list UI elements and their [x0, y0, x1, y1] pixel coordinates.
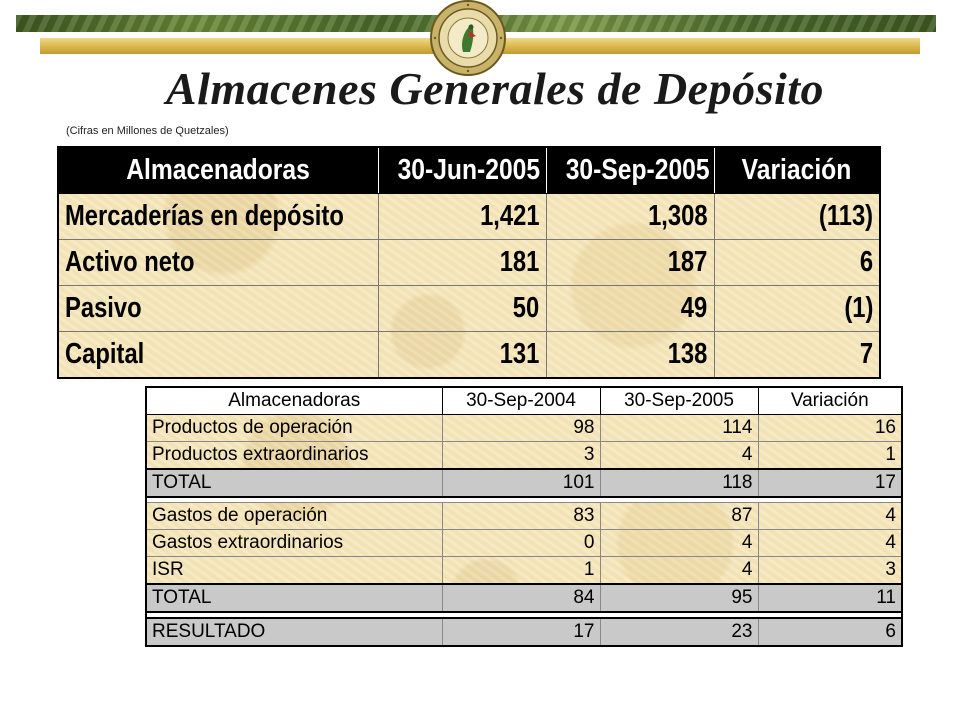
header-almacenadoras: Almacenadoras [145, 386, 443, 415]
table-row: Activo neto 181 187 6 [57, 239, 881, 286]
cell-value: 114 [599, 414, 759, 442]
header-period-2: 30-Sep-2005 [599, 386, 759, 415]
table-row: Pasivo 50 49 (1) [57, 285, 881, 332]
table-row: Productos extraordinarios 3 4 1 [145, 441, 903, 470]
result-row: RESULTADO 17 23 6 [145, 617, 903, 647]
cell-value: 95 [599, 583, 759, 613]
cell-value: 1,421 [377, 193, 547, 240]
cell-value: 4 [599, 556, 759, 585]
row-label: TOTAL [145, 468, 443, 498]
income-statement-table: Almacenadoras 30-Sep-2004 30-Sep-2005 Va… [145, 386, 903, 647]
cell-value: 17 [441, 617, 601, 647]
row-label: Gastos extraordinarios [145, 529, 443, 557]
cell-value: 49 [545, 285, 715, 332]
row-label: ISR [145, 556, 443, 585]
table-header-row: Almacenadoras 30-Jun-2005 30-Sep-2005 Va… [57, 146, 881, 194]
cell-value: 83 [441, 502, 601, 530]
row-label: Activo neto [57, 239, 379, 286]
header-variacion: Variación [713, 146, 881, 194]
row-label: Mercaderías en depósito [57, 193, 379, 240]
cell-value: (1) [713, 285, 881, 332]
cell-value: 7 [713, 331, 881, 379]
cell-value: 181 [377, 239, 547, 286]
cell-value: 0 [441, 529, 601, 557]
header-period-1: 30-Sep-2004 [441, 386, 601, 415]
cell-value: 87 [599, 502, 759, 530]
table-row: Capital 131 138 7 [57, 331, 881, 379]
cell-value: 3 [757, 556, 903, 585]
table-header-row: Almacenadoras 30-Sep-2004 30-Sep-2005 Va… [145, 386, 903, 415]
cell-value: 101 [441, 468, 601, 498]
balance-table: Almacenadoras 30-Jun-2005 30-Sep-2005 Va… [57, 146, 881, 379]
row-label: TOTAL [145, 583, 443, 613]
cell-value: (113) [713, 193, 881, 240]
cell-value: 138 [545, 331, 715, 379]
cell-value: 50 [377, 285, 547, 332]
cell-value: 1 [441, 556, 601, 585]
table-row: Gastos extraordinarios 0 4 4 [145, 529, 903, 557]
expense-total-row: TOTAL 84 95 11 [145, 583, 903, 613]
row-label: RESULTADO [145, 617, 443, 647]
cell-value: 4 [757, 529, 903, 557]
superintendencia-seal-icon [430, 0, 506, 76]
income-total-row: TOTAL 101 118 17 [145, 468, 903, 498]
header-variacion: Variación [757, 386, 903, 415]
row-label: Productos de operación [145, 414, 443, 442]
cell-value: 16 [757, 414, 903, 442]
row-label: Capital [57, 331, 379, 379]
header-almacenadoras: Almacenadoras [57, 146, 379, 194]
cell-value: 4 [599, 529, 759, 557]
row-label: Gastos de operación [145, 502, 443, 530]
table-row: Gastos de operación 83 87 4 [145, 502, 903, 530]
cell-value: 118 [599, 468, 759, 498]
cell-value: 17 [757, 468, 903, 498]
row-label: Pasivo [57, 285, 379, 332]
cell-value: 6 [713, 239, 881, 286]
header-period-2: 30-Sep-2005 [545, 146, 715, 194]
cell-value: 98 [441, 414, 601, 442]
cell-value: 4 [757, 502, 903, 530]
units-note: (Cifras en Millones de Quetzales) [66, 125, 229, 137]
cell-value: 84 [441, 583, 601, 613]
cell-value: 3 [441, 441, 601, 470]
table-row: Mercaderías en depósito 1,421 1,308 (113… [57, 193, 881, 240]
table-row: ISR 1 4 3 [145, 556, 903, 585]
cell-value: 1 [757, 441, 903, 470]
cell-value: 6 [757, 617, 903, 647]
cell-value: 187 [545, 239, 715, 286]
cell-value: 11 [757, 583, 903, 613]
cell-value: 4 [599, 441, 759, 470]
header-period-1: 30-Jun-2005 [377, 146, 547, 194]
table-row: Productos de operación 98 114 16 [145, 414, 903, 442]
cell-value: 23 [599, 617, 759, 647]
cell-value: 131 [377, 331, 547, 379]
cell-value: 1,308 [545, 193, 715, 240]
row-label: Productos extraordinarios [145, 441, 443, 470]
page-title: Almacenes Generales de Depósito [165, 63, 825, 114]
